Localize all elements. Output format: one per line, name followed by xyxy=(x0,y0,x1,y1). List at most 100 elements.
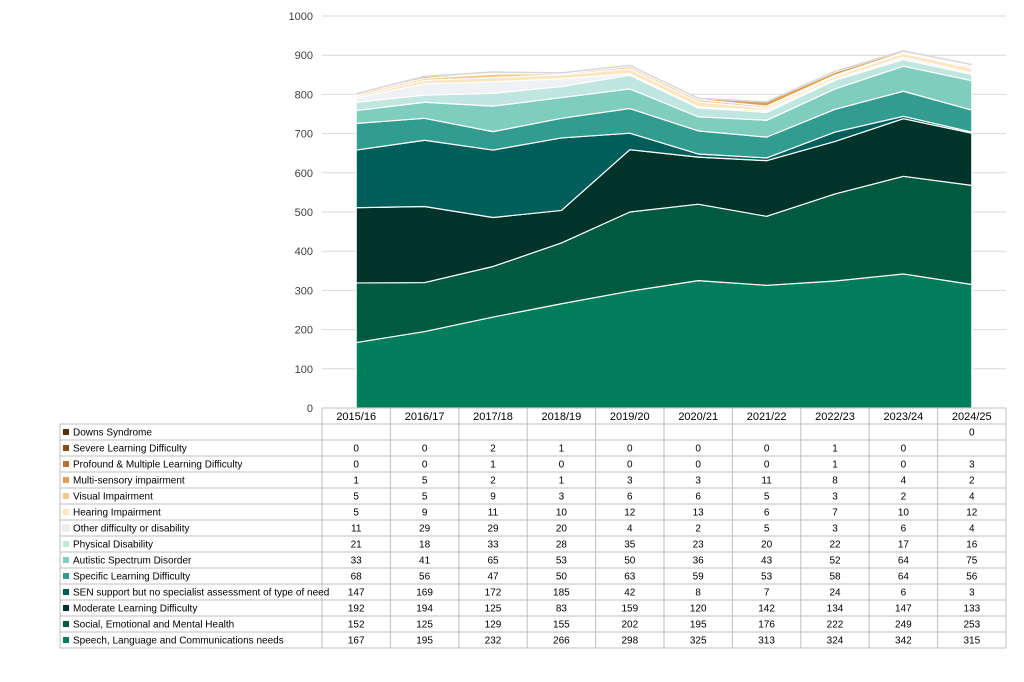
legend-label: Downs Syndrome xyxy=(73,428,152,439)
legend-key xyxy=(63,477,69,483)
data-label: 0 xyxy=(969,428,975,439)
data-label: 9 xyxy=(490,492,496,503)
legend-key xyxy=(63,541,69,547)
data-label: 0 xyxy=(901,460,907,471)
data-label: 63 xyxy=(624,572,636,583)
data-label: 147 xyxy=(348,588,365,599)
data-label: 5 xyxy=(422,492,428,503)
data-label: 75 xyxy=(966,556,978,567)
data-label: 3 xyxy=(559,492,565,503)
y-tick-label: 400 xyxy=(295,246,313,258)
data-table: 2015/16 2016/17 2017/18 2018/19 2019/20 2020/… xyxy=(59,407,1007,649)
data-label: 155 xyxy=(553,620,570,631)
legend-label: Moderate Learning Difficulty xyxy=(73,604,197,615)
legend-key xyxy=(63,605,69,611)
data-label: 0 xyxy=(695,444,701,455)
data-label: 1 xyxy=(353,476,359,487)
data-label: 202 xyxy=(621,620,638,631)
data-label: 176 xyxy=(758,620,775,631)
data-label: 56 xyxy=(966,572,978,583)
data-label: 142 xyxy=(758,604,775,615)
data-label: 6 xyxy=(901,588,907,599)
legend-label: Multi-sensory impairment xyxy=(73,476,185,487)
y-tick-label: 800 xyxy=(295,89,313,101)
data-label: 11 xyxy=(351,524,362,535)
data-label: 0 xyxy=(422,460,428,471)
legend-key xyxy=(63,493,69,499)
legend-key xyxy=(63,621,69,627)
y-tick-label: 500 xyxy=(295,207,313,219)
legend-key xyxy=(63,509,69,515)
y-tick-label: 600 xyxy=(295,168,313,180)
data-label: 41 xyxy=(419,556,431,567)
x-tick-label: 2022/23 xyxy=(815,411,855,423)
data-label: 3 xyxy=(832,492,838,503)
data-label: 1 xyxy=(832,444,838,455)
data-label: 2 xyxy=(490,476,496,487)
data-label: 6 xyxy=(627,492,633,503)
legend-key xyxy=(62,524,70,532)
x-tick-label: 2021/22 xyxy=(747,411,787,423)
data-label: 3 xyxy=(627,476,633,487)
data-label: 6 xyxy=(764,508,770,519)
data-label: 52 xyxy=(829,556,841,567)
data-label: 68 xyxy=(351,572,363,583)
data-label: 172 xyxy=(485,588,502,599)
data-label: 65 xyxy=(487,556,499,567)
data-label: 5 xyxy=(353,508,359,519)
data-label: 249 xyxy=(895,620,912,631)
data-label: 133 xyxy=(963,604,980,615)
data-label: 20 xyxy=(761,540,773,551)
data-label: 167 xyxy=(348,636,365,647)
legend-label: Severe Learning Difficulty xyxy=(73,444,187,455)
data-label: 7 xyxy=(832,508,838,519)
data-label: 169 xyxy=(416,588,433,599)
data-label: 58 xyxy=(829,572,841,583)
y-tick-label: 1000 xyxy=(289,11,313,23)
data-label: 53 xyxy=(761,572,773,583)
legend-key xyxy=(63,557,69,563)
data-label: 192 xyxy=(348,604,365,615)
data-label: 125 xyxy=(485,604,502,615)
data-label: 222 xyxy=(827,620,844,631)
x-tick-label: 2016/17 xyxy=(405,411,445,423)
data-label: 253 xyxy=(963,620,980,631)
data-label: 29 xyxy=(487,524,499,535)
data-label: 134 xyxy=(827,604,844,615)
data-label: 2 xyxy=(490,444,496,455)
data-label: 298 xyxy=(621,636,638,647)
y-tick-label: 300 xyxy=(295,285,313,297)
legend-key xyxy=(63,429,69,435)
data-label: 10 xyxy=(898,508,910,519)
legend-label: Physical Disability xyxy=(73,540,153,551)
legend-label: Social, Emotional and Mental Health xyxy=(73,620,234,631)
y-tick-label: 900 xyxy=(295,50,313,62)
data-label: 64 xyxy=(898,556,910,567)
data-label: 3 xyxy=(695,476,701,487)
data-label: 0 xyxy=(627,444,633,455)
legend-key xyxy=(63,637,69,643)
y-axis: 0 100 200 300 400 500 600 700 800 900 1000 xyxy=(289,11,313,415)
data-label: 129 xyxy=(485,620,502,631)
y-tick-label: 0 xyxy=(307,403,313,415)
data-label: 8 xyxy=(695,588,701,599)
data-label: 21 xyxy=(351,540,363,551)
data-label: 50 xyxy=(556,572,568,583)
data-label: 9 xyxy=(422,508,428,519)
data-label: 17 xyxy=(898,540,910,551)
data-label: 43 xyxy=(761,556,773,567)
data-label: 29 xyxy=(419,524,431,535)
y-tick-label: 700 xyxy=(295,129,313,141)
data-label: 0 xyxy=(422,444,428,455)
data-label: 0 xyxy=(627,460,633,471)
data-label: 5 xyxy=(422,476,428,487)
y-tick-label: 200 xyxy=(295,325,313,337)
data-label: 12 xyxy=(966,508,978,519)
data-label: 313 xyxy=(758,636,775,647)
data-label: 152 xyxy=(348,620,365,631)
data-label: 24 xyxy=(829,588,841,599)
data-label: 5 xyxy=(764,524,770,535)
data-label: 4 xyxy=(627,524,633,535)
data-label: 0 xyxy=(901,444,907,455)
data-label: 5 xyxy=(353,492,359,503)
